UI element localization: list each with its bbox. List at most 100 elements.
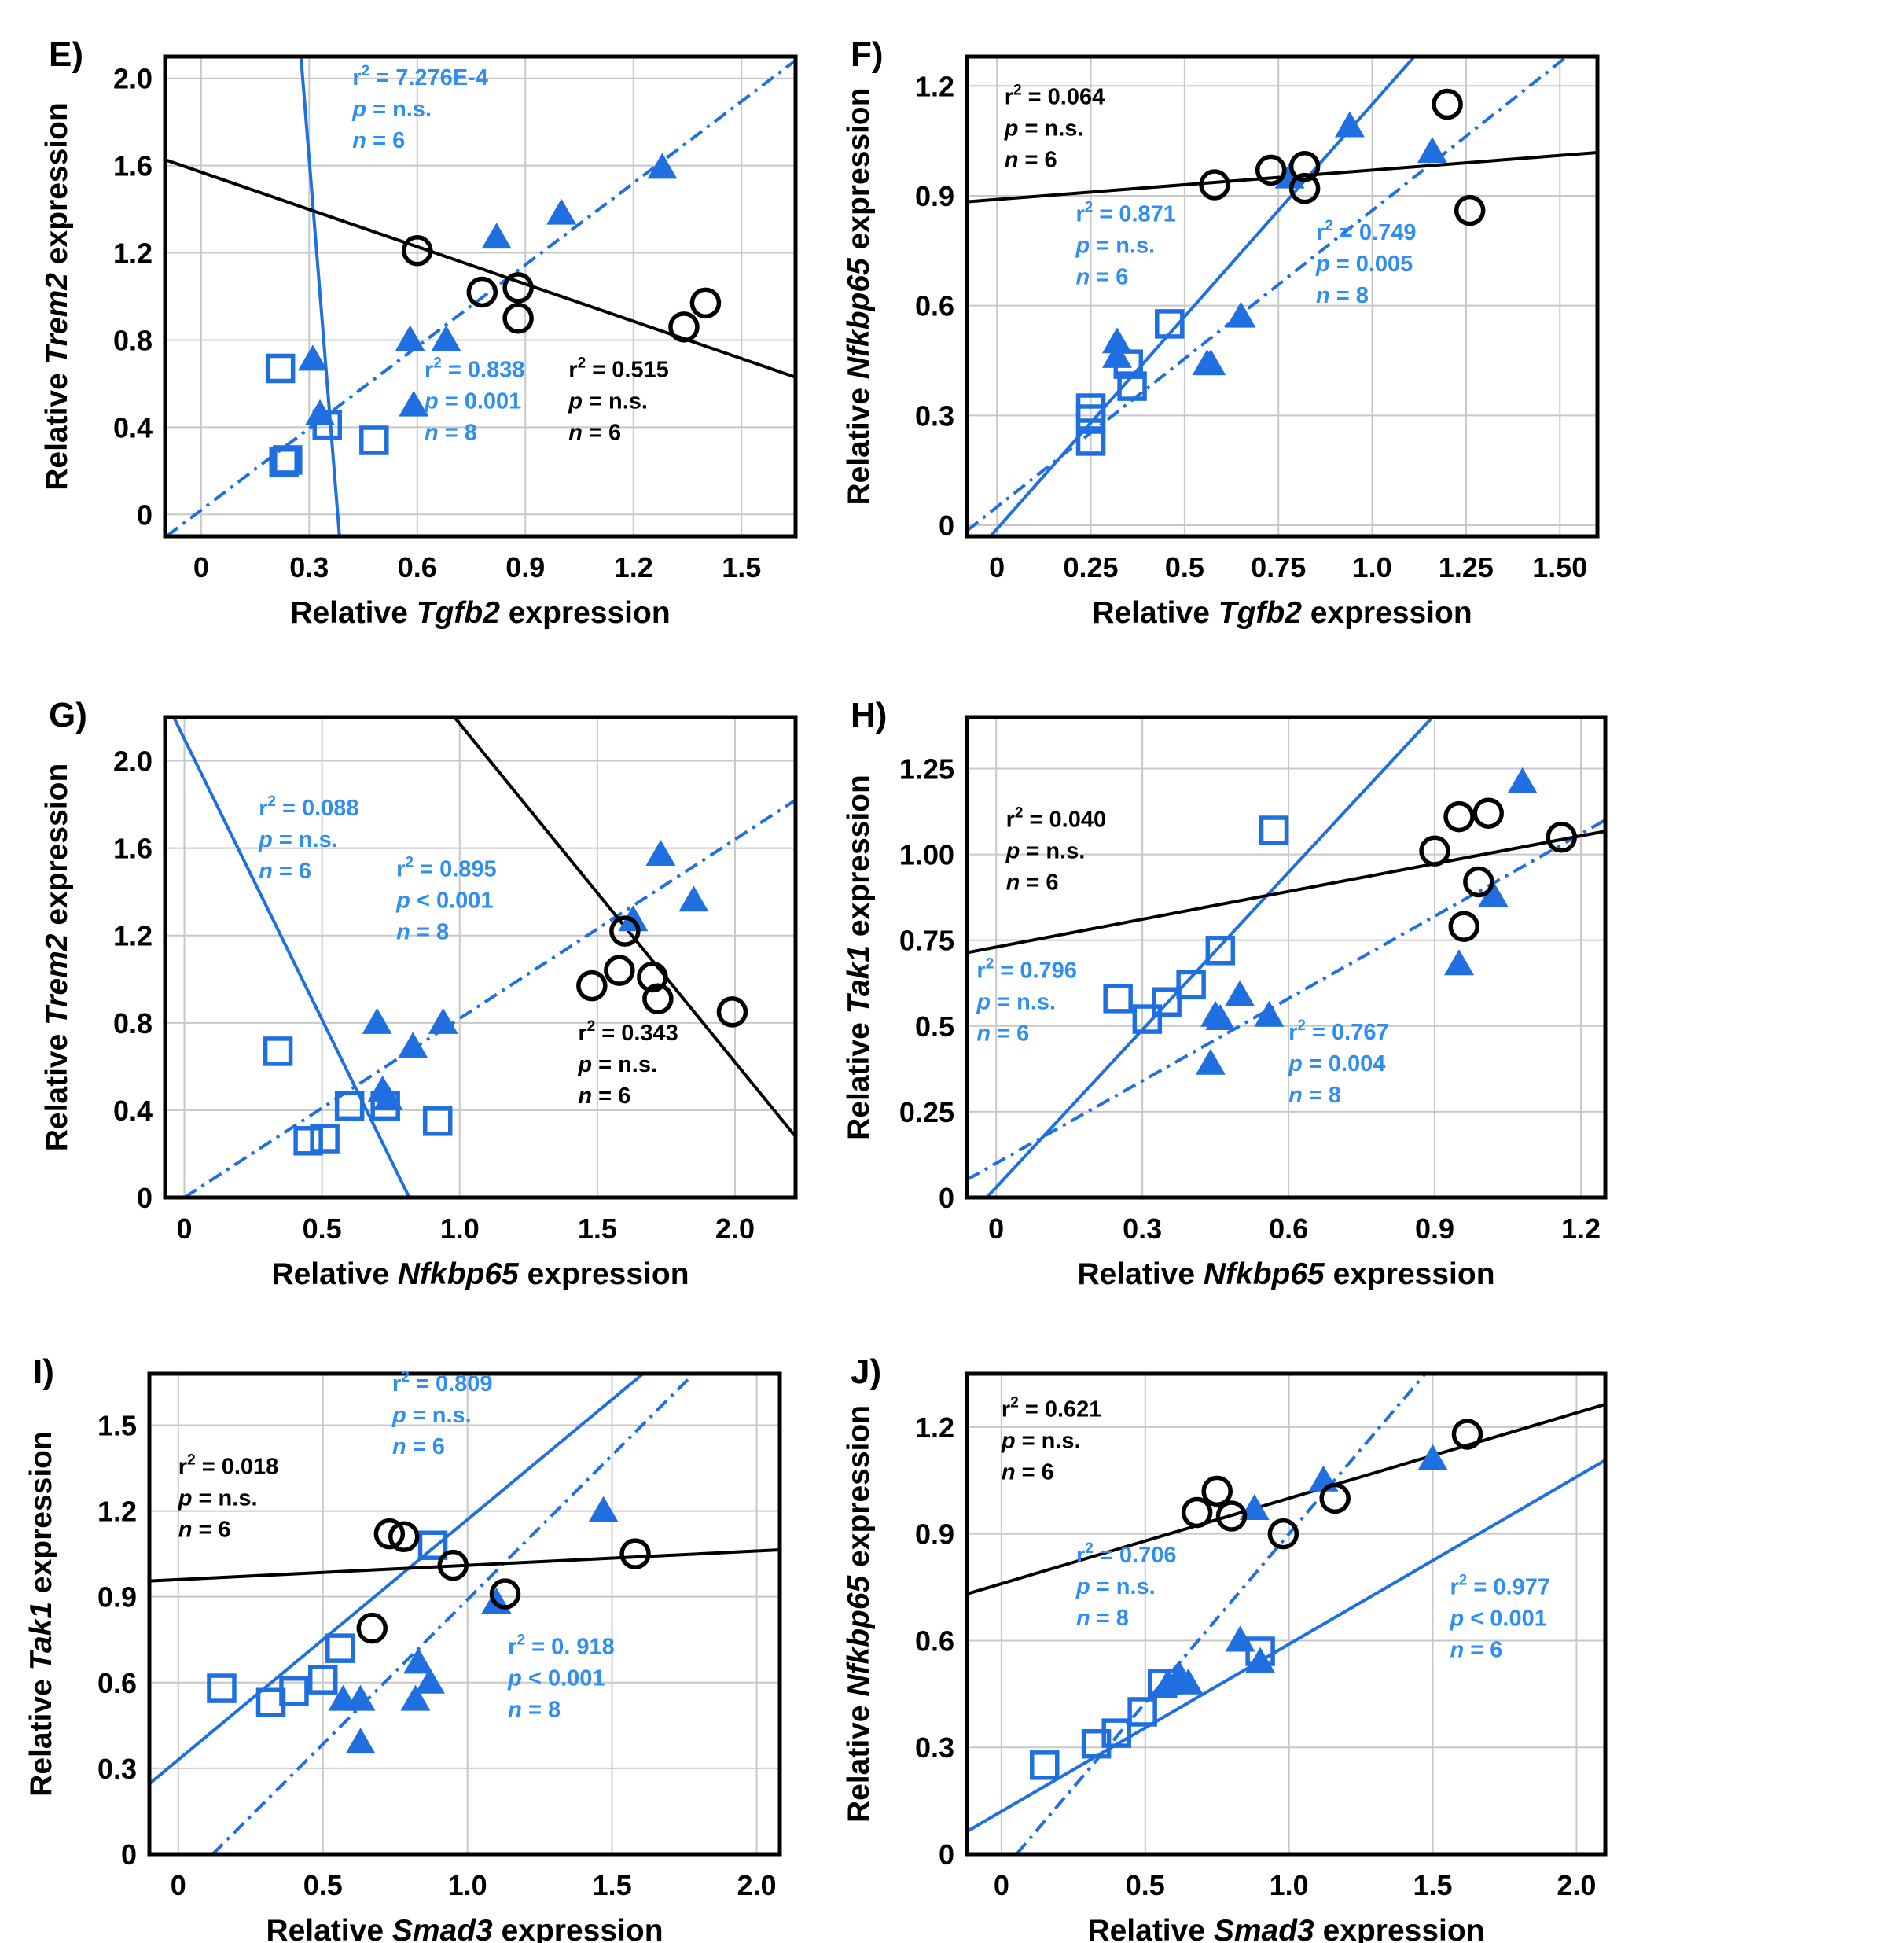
stats-line: p < 0.001 bbox=[395, 889, 493, 914]
data-point-triangle bbox=[1226, 301, 1256, 328]
y-axis-title: Relative Nfkbp65 expression bbox=[842, 1405, 876, 1823]
stats-line: p = n.s. bbox=[577, 1052, 657, 1077]
data-point-square bbox=[1101, 1718, 1131, 1748]
x-tick-label: 2.0 bbox=[737, 1869, 777, 1901]
stats-line: r2 = 0.515 bbox=[568, 355, 669, 383]
data-point-square bbox=[1103, 984, 1133, 1014]
stats-line: p = n.s. bbox=[351, 97, 432, 122]
regression-line-triangles bbox=[183, 798, 796, 1198]
y-tick-label: 1.6 bbox=[113, 150, 153, 182]
data-point-circle bbox=[502, 302, 534, 334]
stats-line: p < 0.001 bbox=[1449, 1606, 1546, 1632]
data-point-circle bbox=[437, 1549, 469, 1581]
stats-line: p = n.s. bbox=[178, 1485, 258, 1511]
data-point-circle bbox=[1472, 797, 1504, 829]
stats-line: r2 = 0.838 bbox=[425, 355, 525, 383]
data-point-triangle bbox=[373, 1084, 403, 1111]
x-tick-label: 0.75 bbox=[1251, 551, 1306, 583]
data-point-circle bbox=[668, 311, 700, 343]
data-point-square bbox=[422, 1106, 453, 1136]
data-point-circle bbox=[1448, 911, 1479, 942]
data-point-triangle bbox=[1274, 162, 1305, 189]
data-point-circle bbox=[1319, 1482, 1351, 1514]
data-point-triangle bbox=[1195, 1048, 1226, 1075]
y-tick-label: 0.4 bbox=[113, 1095, 153, 1127]
x-tick-label: 0 bbox=[193, 551, 209, 583]
x-tick-label: 0 bbox=[171, 1869, 186, 1901]
stats-line: r2 = 0.977 bbox=[1450, 1573, 1550, 1600]
stats-annotation: r2 = 0.621 p = n.s. n = 6 bbox=[1001, 1394, 1102, 1485]
panel-letter: J) bbox=[851, 1352, 881, 1391]
data-point-circle bbox=[1443, 800, 1475, 833]
data-point-circle bbox=[689, 287, 722, 319]
y-tick-label: 0.6 bbox=[915, 290, 954, 322]
y-tick-label: 0.25 bbox=[899, 1096, 954, 1128]
data-point-square bbox=[310, 1124, 340, 1154]
chart-panel-h: 0 0.3 0.6 0.9 1.2 0 0.25 0.5 0.75 1.00 1.25 Relativ… bbox=[842, 696, 1608, 1291]
data-point-triangle bbox=[395, 325, 425, 351]
y-axis-title: Relative Trem2 expression bbox=[40, 102, 74, 491]
stats-line: n = 8 bbox=[425, 421, 477, 446]
y-tick-label: 0.8 bbox=[113, 1007, 153, 1040]
data-point-circle bbox=[642, 983, 674, 1015]
panel-letter: H) bbox=[851, 696, 887, 734]
x-tick-label: 1.25 bbox=[1439, 551, 1494, 583]
data-point-triangle bbox=[431, 325, 461, 351]
x-tick-label: 1.0 bbox=[1353, 551, 1392, 583]
regression-line-triangles bbox=[211, 1374, 695, 1854]
data-point-square bbox=[359, 425, 389, 455]
data-point-square bbox=[269, 447, 299, 477]
x-tick-label: 1.50 bbox=[1532, 551, 1587, 583]
data-point-square bbox=[265, 353, 296, 384]
y-tick-label: 1.2 bbox=[113, 237, 153, 270]
data-point-square bbox=[1155, 309, 1185, 339]
plot-frame bbox=[163, 54, 798, 539]
stats-line: r2 = 0.796 bbox=[976, 956, 1077, 984]
x-tick-label: 0.9 bbox=[1415, 1213, 1454, 1245]
data-point-triangle bbox=[1245, 1647, 1276, 1673]
data-point-triangle bbox=[1334, 111, 1365, 138]
x-axis-title: Relative Tgfb2 expression bbox=[290, 596, 670, 630]
stats-line: p = n.s. bbox=[1075, 1574, 1156, 1599]
regression-line-circles bbox=[967, 830, 1605, 955]
stats-line: r2 = 0. 918 bbox=[508, 1632, 615, 1659]
data-point-circle bbox=[489, 1578, 521, 1610]
stats-line: p = n.s. bbox=[1075, 234, 1155, 259]
stats-line: n = 6 bbox=[178, 1517, 231, 1542]
stats-line: p = n.s. bbox=[1004, 116, 1084, 142]
panel-letter: E) bbox=[49, 35, 83, 74]
stats-line: p = 0.004 bbox=[1288, 1051, 1385, 1076]
regression-lines bbox=[165, 57, 796, 536]
y-tick-label: 2.0 bbox=[113, 745, 153, 778]
data-point-circle bbox=[1451, 1419, 1483, 1450]
stats-line: n = 6 bbox=[568, 421, 621, 446]
y-tick-label: 0.9 bbox=[915, 1518, 954, 1551]
y-tick-label: 0.4 bbox=[113, 411, 153, 443]
data-point-triangle bbox=[1196, 349, 1226, 376]
data-point-circle bbox=[1432, 88, 1463, 120]
stats-line: p = n.s. bbox=[1001, 1428, 1081, 1453]
stats-annotation: r2 = 0.749 p = 0.005 n = 8 bbox=[1315, 218, 1417, 308]
y-tick-label: 1.2 bbox=[113, 920, 153, 952]
data-point-triangle bbox=[546, 198, 577, 225]
data-point-circle bbox=[1201, 1475, 1233, 1507]
data-point-triangle bbox=[1417, 137, 1447, 164]
x-tick-label: 2.0 bbox=[1557, 1869, 1596, 1901]
regression-line-squares bbox=[967, 1459, 1605, 1833]
data-point-square bbox=[1030, 1750, 1060, 1780]
data-point-triangle bbox=[345, 1684, 376, 1711]
stats-annotation: r2 = 0.515 p = n.s. n = 6 bbox=[568, 355, 669, 446]
stats-line: r2 = 0.040 bbox=[1006, 805, 1107, 833]
chart-panel-i: 0 0.5 1.0 1.5 2.0 0 0.3 0.6 0.9 1.2 1.5 Relative Sm… bbox=[24, 1352, 782, 1943]
data-point-square bbox=[293, 1126, 323, 1156]
y-tick-label: 0 bbox=[137, 1182, 153, 1214]
stats-annotation: r2 = 0.895 p < 0.001 n = 8 bbox=[395, 855, 497, 945]
x-axis-title: Relative Tgfb2 expression bbox=[1092, 596, 1472, 630]
y-tick-label: 0.75 bbox=[899, 925, 954, 957]
data-point-triangle bbox=[647, 153, 678, 179]
data-point-circle bbox=[466, 276, 498, 308]
panel-letter: G) bbox=[49, 696, 87, 734]
data-point-triangle bbox=[399, 390, 429, 417]
y-tick-label: 1.00 bbox=[899, 839, 954, 871]
regression-line-circles bbox=[967, 1403, 1605, 1595]
